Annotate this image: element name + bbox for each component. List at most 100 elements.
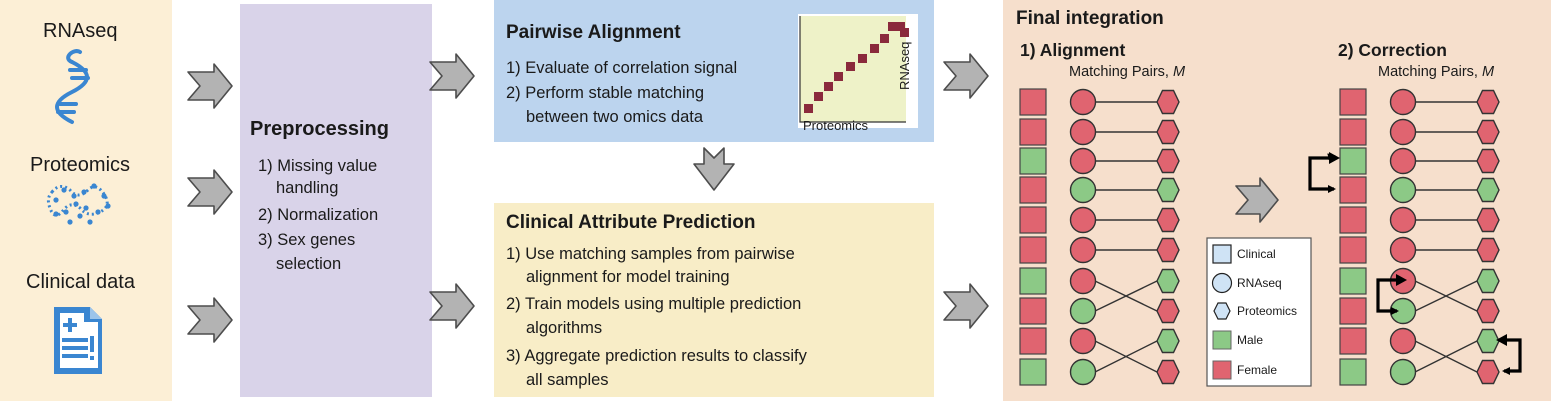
matrix-cell (834, 72, 843, 81)
proteomics-sample (1476, 298, 1500, 324)
rnaseq-sample (1069, 358, 1097, 386)
rnaseq-sample (1069, 118, 1097, 146)
clinical-sample (1339, 327, 1367, 355)
matrix-cell (870, 44, 879, 53)
proteomics-sample (1476, 148, 1500, 174)
matrix-cell (880, 34, 889, 43)
legend-female: Female (1237, 363, 1278, 377)
proteomics-sample (1156, 268, 1180, 294)
clinical-sample (1339, 206, 1367, 234)
clinical-sample (1019, 358, 1047, 386)
clinical-prediction-title: Clinical Attribute Prediction (506, 212, 756, 233)
rnaseq-sample (1069, 147, 1097, 175)
arrow-prep-to-pairwise (429, 53, 475, 99)
clinical-sample (1019, 88, 1047, 116)
protein-icon (46, 183, 111, 225)
rnaseq-label: RNAseq (43, 20, 118, 42)
prep-step-1b: handling (276, 179, 339, 197)
matrix-y-label: RNAseq (897, 41, 912, 90)
rnaseq-sample (1389, 118, 1417, 146)
pairwise-step-2b: between two omics data (526, 108, 704, 126)
clinical-step-1: 1) Use matching samples from pairwise (506, 245, 795, 263)
clinical-data-label: Clinical data (26, 271, 135, 293)
prep-step-3b: selection (276, 255, 342, 273)
proteomics-sample (1156, 177, 1180, 203)
flow-arrows (187, 53, 1279, 343)
proteomics-sample (1156, 207, 1180, 233)
rnaseq-sample (1069, 297, 1097, 325)
arrow-clinical-to-prep (187, 297, 233, 343)
legend (1206, 237, 1312, 387)
clinical-sample (1019, 118, 1047, 146)
preprocessing-title: Preprocessing (250, 118, 389, 140)
preprocessing-panel (240, 4, 432, 397)
clinical-sample (1339, 236, 1367, 264)
clinical-step-3b: all samples (526, 371, 609, 389)
dna-icon (55, 49, 90, 124)
matrix-cell (814, 92, 823, 101)
clinical-sample (1339, 147, 1367, 175)
clinical-document-icon (54, 307, 102, 374)
clinical-step-2b: algorithms (526, 319, 603, 337)
clinical-sample (1019, 327, 1047, 355)
match-link (1414, 340, 1478, 373)
clinical-step-3: 3) Aggregate prediction results to class… (506, 347, 807, 365)
clinical-sample (1019, 236, 1047, 264)
legend-proteomics: Proteomics (1237, 304, 1298, 318)
arrow-pairwise-to-final (943, 53, 989, 99)
clinical-sample (1019, 297, 1047, 325)
pairwise-step-1: 1) Evaluate of correlation signal (506, 59, 738, 77)
matrix-cell (888, 22, 897, 31)
alignment-matching-pairs-label: Matching Pairs, M (1069, 64, 1186, 80)
legend-rnaseq: RNAseq (1237, 276, 1282, 290)
matrix-cell (824, 82, 833, 91)
rnaseq-sample (1389, 358, 1417, 386)
proteomics-sample (1156, 89, 1180, 115)
proteomics-sample (1156, 359, 1180, 385)
clinical-sample (1339, 118, 1367, 146)
clinical-sample (1339, 267, 1367, 295)
prep-step-3: 3) Sex genes (258, 231, 356, 249)
arrow-proteomics-to-prep (187, 169, 233, 215)
proteomics-sample (1156, 119, 1180, 145)
prep-step-2: 2) Normalization (258, 206, 379, 224)
proteomics-sample (1476, 177, 1500, 203)
clinical-step-1b: alignment for model training (526, 268, 730, 286)
proteomics-sample (1476, 89, 1500, 115)
correction-swap-arrowheads (1329, 152, 1507, 346)
proteomics-sample (1156, 148, 1180, 174)
clinical-sample (1339, 88, 1367, 116)
rnaseq-sample (1389, 206, 1417, 234)
clinical-step-2: 2) Train models using multiple predictio… (506, 295, 802, 313)
rnaseq-sample (1389, 236, 1417, 264)
matrix-x-label: Proteomics (803, 118, 869, 133)
clinical-sample (1339, 176, 1367, 204)
matrix-cell (846, 62, 855, 71)
proteomics-sample (1156, 298, 1180, 324)
clinical-sample (1339, 358, 1367, 386)
correlation-matrix (798, 14, 918, 128)
rnaseq-sample (1389, 176, 1417, 204)
pairwise-step-2: 2) Perform stable matching (506, 84, 705, 102)
final-title: Final integration (1016, 8, 1164, 29)
matrix-cell (804, 104, 813, 113)
matrix-cell (900, 28, 909, 37)
clinical-sample (1339, 297, 1367, 325)
proteomics-sample (1156, 237, 1180, 263)
matrix-cells (804, 22, 909, 113)
rnaseq-sample (1069, 327, 1097, 355)
alignment-matching (1019, 88, 1180, 386)
arrow-alignment-to-correction (1235, 177, 1279, 223)
pairwise-title: Pairwise Alignment (506, 22, 681, 43)
rnaseq-sample (1069, 88, 1097, 116)
proteomics-sample (1476, 237, 1500, 263)
matrix-cell (858, 54, 867, 63)
correction-title: 2) Correction (1338, 40, 1447, 60)
clinical-sample (1019, 147, 1047, 175)
correction-swap-arrows (1308, 153, 1522, 375)
match-link (1094, 280, 1158, 312)
arrow-pairwise-to-clinical (693, 147, 735, 191)
clinical-sample (1019, 176, 1047, 204)
legend-clinical: Clinical (1237, 247, 1276, 261)
